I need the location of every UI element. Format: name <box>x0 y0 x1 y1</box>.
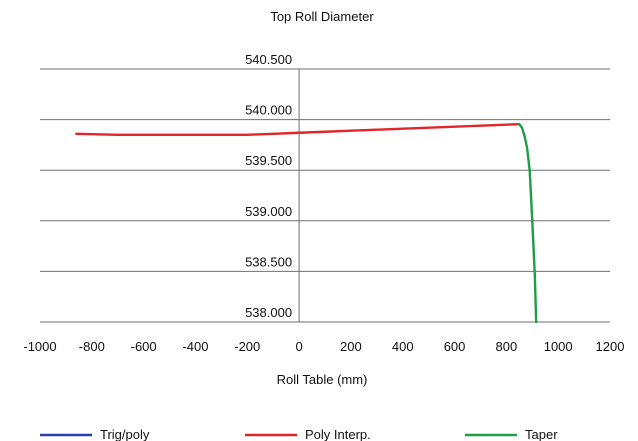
x-tick-label-6: 200 <box>340 339 362 354</box>
x-tick-label-4: -200 <box>234 339 260 354</box>
y-tick-label-1: 538.500 <box>245 254 292 269</box>
x-tick-label-1: -800 <box>79 339 105 354</box>
legend-label-poly-interp: Poly Interp. <box>305 427 371 441</box>
x-tick-label-3: -400 <box>182 339 208 354</box>
gridlines <box>40 68 610 323</box>
series-line-2 <box>518 122 538 324</box>
legend-item-taper: Taper <box>465 427 558 441</box>
legend-label-trig-poly: Trig/poly <box>100 427 150 441</box>
legend-item-poly-interp: Poly Interp. <box>245 427 371 441</box>
y-tick-label-2: 539.000 <box>245 204 292 219</box>
y-tick-label-0: 538.000 <box>245 305 292 320</box>
x-tick-label-0: -1000 <box>23 339 56 354</box>
x-tick-label-9: 800 <box>496 339 518 354</box>
x-tick-label-11: 1200 <box>596 339 625 354</box>
x-tick-label-10: 1000 <box>544 339 573 354</box>
x-tick-label-5: 0 <box>295 339 302 354</box>
legend-label-taper: Taper <box>525 427 558 441</box>
series-line-1 <box>75 122 521 136</box>
x-tick-label-7: 400 <box>392 339 414 354</box>
y-tick-labels: 538.000 538.500 539.000 539.500 540.000 540.5… <box>245 52 292 320</box>
y-tick-label-5: 540.500 <box>245 52 292 67</box>
x-tick-label-2: -600 <box>131 339 157 354</box>
chart-title: Top Roll Diameter <box>270 9 374 24</box>
legend: Trig/poly Poly Interp. Taper <box>40 427 558 441</box>
series-layer <box>75 122 538 324</box>
legend-item-trig-poly: Trig/poly <box>40 427 150 441</box>
x-axis-label: Roll Table (mm) <box>277 372 368 387</box>
y-tick-label-4: 540.000 <box>245 103 292 118</box>
y-tick-label-3: 539.500 <box>245 153 292 168</box>
x-tick-label-8: 600 <box>444 339 466 354</box>
x-tick-labels: -1000 -800 -600 -400 -200 0 200 400 600 800 1000 12… <box>23 339 624 354</box>
